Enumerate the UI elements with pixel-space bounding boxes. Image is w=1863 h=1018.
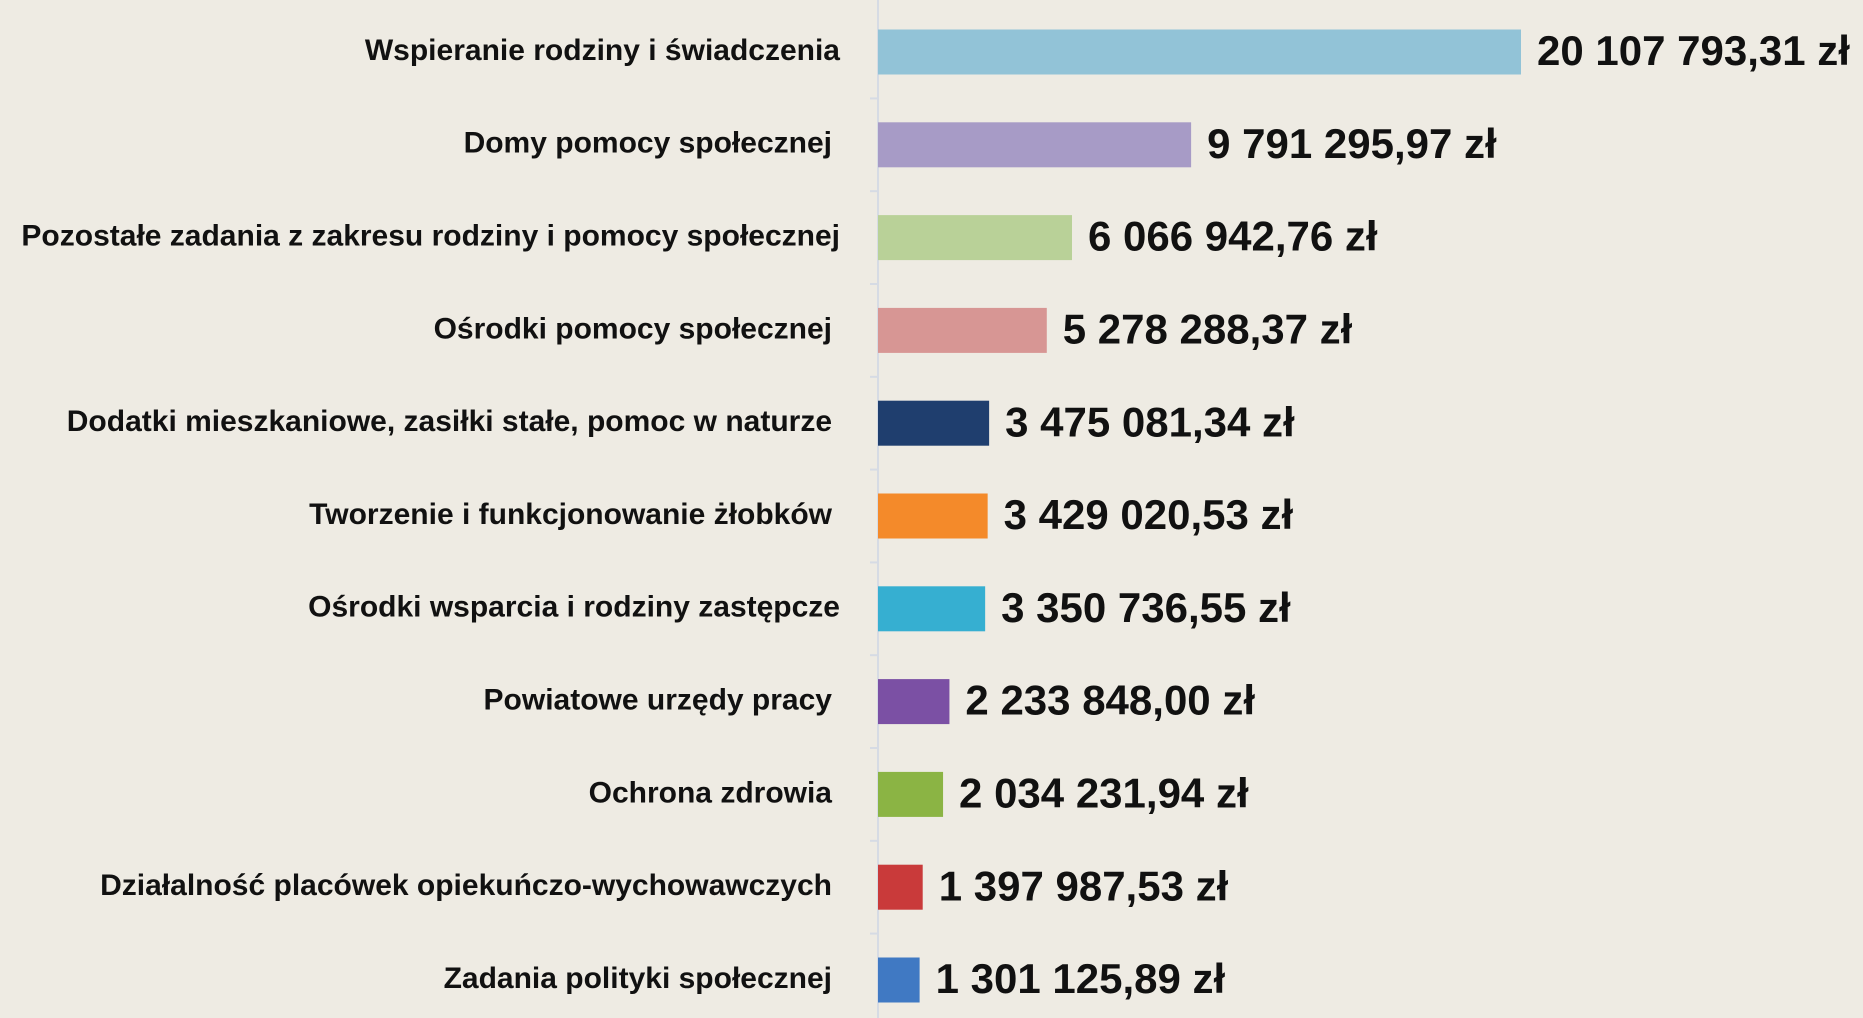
- category-label: Wspieranie rodziny i świadczenia: [365, 34, 840, 67]
- value-label: 2 233 848,00 zł: [965, 677, 1255, 724]
- category-label: Dodatki mieszkaniowe, zasiłki stałe, pom…: [67, 405, 832, 438]
- value-label: 2 034 231,94 zł: [959, 769, 1249, 816]
- bar: [878, 400, 990, 446]
- category-label: Ośrodki pomocy społecznej: [434, 312, 832, 345]
- category-label: Ośrodki wsparcia i rodziny zastępcze: [308, 591, 840, 624]
- category-label: Ochrona zdrowia: [589, 776, 833, 809]
- category-label: Pozostałe zadania z zakresu rodziny i po…: [21, 220, 840, 253]
- value-label: 9 791 295,97 zł: [1207, 120, 1497, 167]
- bar: [878, 215, 1073, 261]
- bar: [878, 493, 988, 539]
- value-label: 3 475 081,34 zł: [1005, 398, 1295, 445]
- value-label: 6 066 942,76 zł: [1088, 213, 1378, 260]
- category-label: Działalność placówek opiekuńczo-wychowaw…: [100, 869, 832, 902]
- category-label: Domy pomocy społecznej: [464, 127, 832, 160]
- value-label: 3 350 736,55 zł: [1001, 584, 1291, 631]
- category-label: Tworzenie i funkcjonowanie żłobków: [309, 498, 832, 531]
- category-label: Zadania polityki społecznej: [444, 962, 832, 995]
- value-label: 3 429 020,53 zł: [1004, 491, 1294, 538]
- value-label: 20 107 793,31 zł: [1537, 27, 1850, 74]
- value-label: 1 301 125,89 zł: [936, 955, 1226, 1002]
- category-label: Powiatowe urzędy pracy: [484, 684, 833, 717]
- bar: [878, 122, 1192, 168]
- bar: [878, 586, 986, 632]
- bar: [878, 307, 1047, 353]
- bar: [878, 957, 920, 1003]
- value-label: 1 397 987,53 zł: [939, 862, 1229, 909]
- bar: [878, 679, 950, 725]
- bar: [878, 29, 1521, 75]
- bar: [878, 771, 944, 817]
- bar: [878, 864, 923, 910]
- value-label: 5 278 288,37 zł: [1063, 305, 1353, 352]
